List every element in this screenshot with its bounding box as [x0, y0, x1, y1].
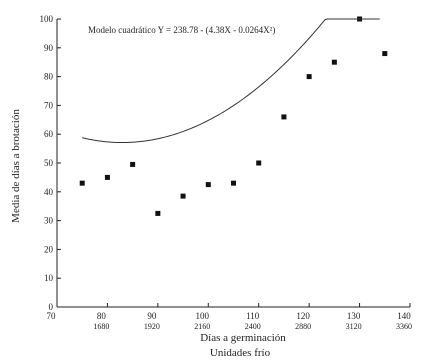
- x-tick-label: 110: [246, 311, 260, 321]
- x-tick-label: 100: [196, 311, 210, 321]
- x-axis-label: Días a germinación: [200, 332, 286, 344]
- y-axis-label: Media de días a brotación: [10, 109, 22, 223]
- data-point: [256, 160, 262, 166]
- x-tick-label-secondary: 3120: [346, 322, 362, 331]
- data-point: [104, 174, 110, 180]
- x-tick-label-secondary: 2880: [295, 322, 311, 331]
- x-tick-label-secondary: 2400: [245, 322, 261, 331]
- x-tick-label-secondary: 2160: [194, 322, 210, 331]
- y-tick-label: 90: [44, 43, 54, 53]
- y-tick-label: 30: [44, 216, 54, 226]
- data-point: [180, 193, 186, 199]
- y-tick-label: 10: [44, 273, 54, 283]
- x-tick-label-secondary: 1920: [144, 322, 160, 331]
- x-tick-label: 130: [347, 311, 361, 321]
- data-point: [281, 114, 287, 120]
- y-ticks: 0 10 20 30 40 50 60 70 80 90 100: [40, 14, 61, 312]
- axes: [56, 19, 410, 308]
- x-tick-label: 90: [147, 311, 157, 321]
- x-axis-label-secondary: Unidades frío: [210, 347, 271, 359]
- data-point: [79, 180, 85, 186]
- y-tick-label: 40: [44, 187, 54, 197]
- y-tick-label: 100: [40, 14, 54, 24]
- y-tick-label: 80: [44, 72, 54, 82]
- y-tick-label: 70: [44, 100, 54, 110]
- x-tick-label: 140: [397, 311, 411, 321]
- data-points: [79, 16, 388, 216]
- data-point: [205, 182, 211, 188]
- x-tick-label: 70: [47, 311, 57, 321]
- data-point: [155, 210, 161, 216]
- y-tick-label: 60: [44, 129, 54, 139]
- data-point: [306, 74, 312, 80]
- fit-curve: [82, 18, 380, 144]
- data-point: [382, 51, 388, 57]
- x-tick-label-secondary: 1680: [93, 322, 109, 331]
- y-tick-label: 50: [44, 158, 54, 168]
- x-tick-label: 80: [97, 311, 107, 321]
- data-point: [130, 161, 136, 167]
- y-tick-label: 20: [44, 244, 54, 254]
- x-tick-label-secondary: 3360: [396, 322, 412, 331]
- model-annotation: Modelo cuadrático Y = 238.78 - (4.38X - …: [88, 25, 275, 35]
- x-tick-label: 120: [296, 311, 310, 321]
- data-point: [331, 59, 337, 65]
- y-tick-label: 0: [49, 302, 54, 312]
- data-point: [231, 180, 236, 186]
